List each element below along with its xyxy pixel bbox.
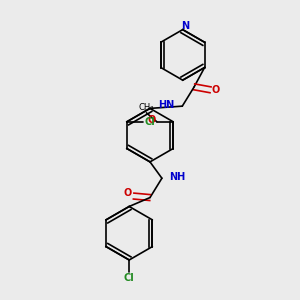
- Text: O: O: [212, 85, 220, 95]
- Text: N: N: [182, 21, 190, 31]
- Text: HN: HN: [159, 100, 175, 110]
- Text: O: O: [147, 115, 156, 125]
- Text: CH₃: CH₃: [139, 103, 154, 112]
- Text: NH: NH: [169, 172, 186, 182]
- Text: Cl: Cl: [124, 273, 135, 283]
- Text: O: O: [124, 188, 132, 198]
- Text: Cl: Cl: [144, 117, 155, 127]
